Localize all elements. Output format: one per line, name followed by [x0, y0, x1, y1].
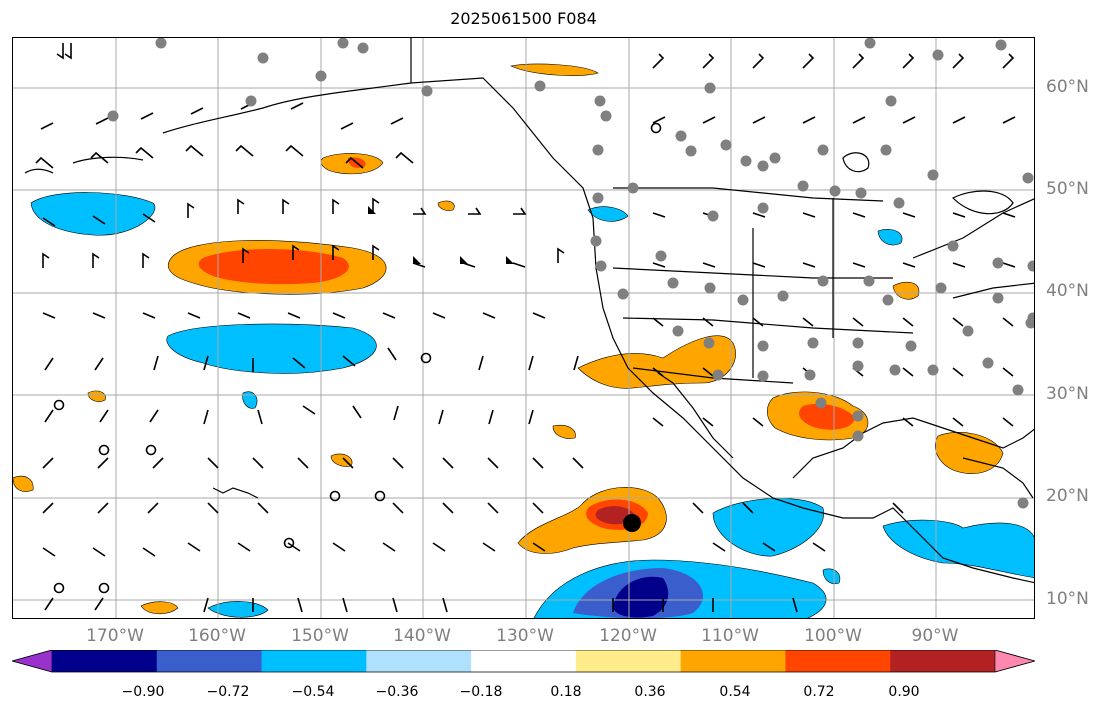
lon-label-170w: 170°W: [86, 626, 144, 646]
colorbar-extend-low: [12, 650, 53, 673]
barb-flags: [368, 206, 514, 264]
colorbar-bin: [890, 650, 996, 672]
colorbar-tick-label: −0.18: [459, 684, 503, 700]
lat-label-60n: 60°N: [1046, 77, 1089, 97]
colorbar-outline: [12, 650, 1035, 673]
colorbar-bin: [575, 650, 682, 672]
colorbar-bin: [52, 650, 158, 672]
lon-label-140w: 140°W: [393, 626, 451, 646]
colorbar: [12, 650, 1035, 673]
map-panel[interactable]: [12, 37, 1035, 619]
lon-label-160w: 160°W: [188, 626, 246, 646]
colorbar-tick-label: −0.36: [375, 684, 419, 700]
colorbar-bin: [680, 650, 786, 672]
coastlines: [24, 38, 1034, 584]
station-markers: [107, 38, 1034, 509]
lon-label-150w: 150°W: [291, 626, 349, 646]
colorbar-tick-label: −0.90: [121, 684, 165, 700]
colorbar-tick-label: 0.90: [888, 684, 920, 700]
colorbar-bin: [261, 650, 367, 672]
colorbar-tick-label: 0.36: [634, 684, 666, 700]
colorbar-tick-label: 0.72: [803, 684, 835, 700]
colorbar-extend-high: [994, 650, 1035, 673]
anomaly-shading: [13, 63, 1034, 618]
lat-label-50n: 50°N: [1046, 179, 1089, 199]
lon-label-110w: 110°W: [701, 626, 759, 646]
lat-label-20n: 20°N: [1046, 486, 1089, 506]
colorbar-bin: [785, 650, 891, 672]
storm-center-marker: [623, 514, 641, 532]
gridlines: [13, 38, 1034, 618]
lat-label-40n: 40°N: [1046, 281, 1089, 301]
colorbar-tick-label: −0.72: [206, 684, 250, 700]
lon-label-90w: 90°W: [911, 626, 959, 646]
lon-label-100w: 100°W: [804, 626, 862, 646]
colorbar-tick-label: −0.54: [291, 684, 335, 700]
colorbar-bin: [366, 650, 472, 672]
map-title: 2025061500 F084: [450, 9, 597, 28]
map-canvas: [13, 38, 1034, 618]
colorbar-tick-label: 0.54: [719, 684, 751, 700]
colorbar-tick-label: 0.18: [550, 684, 582, 700]
calm-wind-circles: [53, 122, 662, 594]
lon-label-130w: 130°W: [496, 626, 554, 646]
lat-label-30n: 30°N: [1046, 384, 1089, 404]
lon-label-120w: 120°W: [599, 626, 657, 646]
colorbar-bin: [471, 650, 577, 672]
lat-label-10n: 10°N: [1046, 589, 1089, 609]
colorbar-bin: [156, 650, 263, 672]
